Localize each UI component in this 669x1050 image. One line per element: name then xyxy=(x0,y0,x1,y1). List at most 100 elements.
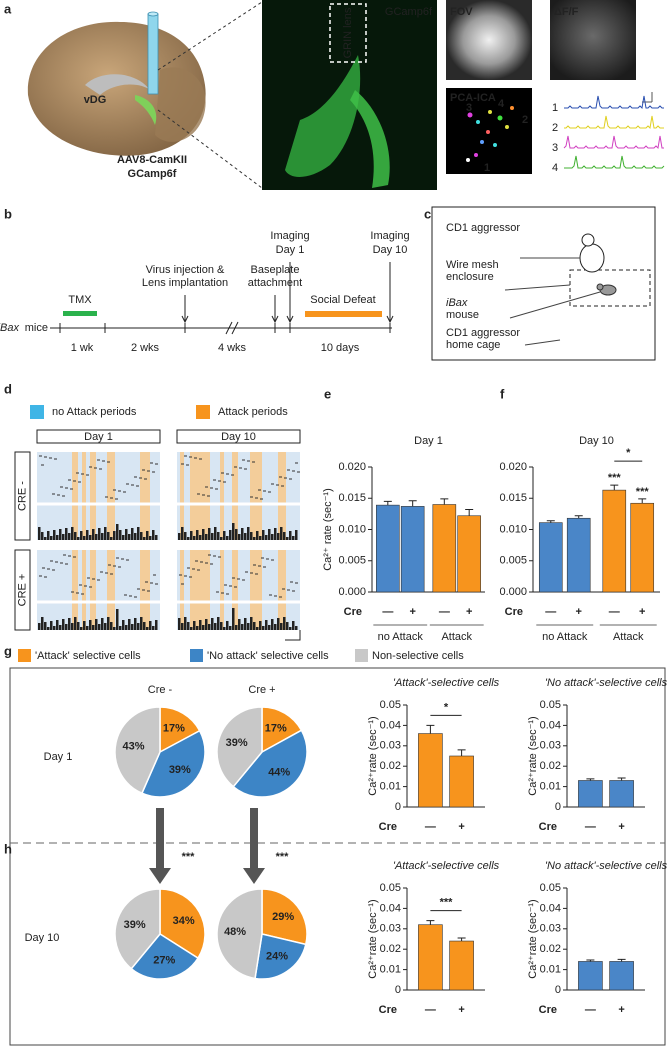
attack-band xyxy=(82,550,86,630)
attack-band xyxy=(180,452,184,540)
attack-band xyxy=(190,550,210,630)
lens-label: GRIN lens xyxy=(342,7,354,58)
histogram-bar xyxy=(205,619,208,630)
y-tick-label: 0.015 xyxy=(338,492,366,504)
panel-letter: e xyxy=(324,386,331,401)
y-tick-label: 0 xyxy=(395,984,401,996)
histogram-bar xyxy=(253,537,256,540)
legend-swatch xyxy=(355,649,368,662)
pie-label: 27% xyxy=(153,955,175,967)
histogram-bar xyxy=(250,617,253,630)
histogram-bar xyxy=(262,530,265,540)
histogram-bar xyxy=(211,533,214,540)
y-tick-label: 0.005 xyxy=(499,555,527,567)
attack-band xyxy=(90,550,96,630)
histogram-bar xyxy=(202,529,205,540)
tmx-bar xyxy=(63,311,97,316)
histogram-bar xyxy=(193,621,196,630)
cell-id: 1 xyxy=(484,162,490,174)
histogram-bar xyxy=(262,626,265,630)
pie-label: 34% xyxy=(173,915,195,927)
attack-band xyxy=(250,550,262,630)
x-tick-label: + xyxy=(618,821,624,833)
pie-label: 29% xyxy=(272,911,294,923)
histogram-bar xyxy=(217,532,220,540)
histogram-bar xyxy=(95,619,98,630)
histogram-bar xyxy=(50,536,53,540)
histogram-bar xyxy=(235,529,238,540)
chart-title: 'No attack'-selective cells xyxy=(545,860,668,872)
pca-label: PCA-ICA xyxy=(450,92,496,104)
interval-label: 1 wk xyxy=(71,342,94,354)
histogram-bar xyxy=(128,619,131,630)
y-tick-label: 0.020 xyxy=(499,461,527,473)
histogram-bar xyxy=(125,529,128,540)
group-label: no Attack xyxy=(542,631,588,643)
pie-label: 39% xyxy=(226,737,248,749)
histogram-bar xyxy=(101,618,104,630)
pie-slice xyxy=(159,706,201,754)
trace-id: 4 xyxy=(552,162,558,174)
histogram-bar xyxy=(196,626,199,630)
row-label-box xyxy=(14,451,31,541)
histogram-bar xyxy=(38,623,41,630)
calcium-trace xyxy=(564,95,664,110)
row-label-box xyxy=(14,549,31,631)
bar xyxy=(376,504,400,593)
histogram-bar xyxy=(59,529,62,540)
histogram-bar xyxy=(238,619,241,630)
histogram-bar xyxy=(181,527,184,540)
histogram-bar xyxy=(259,536,262,540)
legend-swatch xyxy=(30,405,44,419)
histogram-bar xyxy=(83,621,86,630)
image-label: GCamp6f xyxy=(385,6,433,18)
bar xyxy=(449,940,474,991)
significance-label: * xyxy=(444,701,449,713)
pie-label: 39% xyxy=(169,764,191,776)
y-axis-label: Ca²⁺rate (sec⁻¹) xyxy=(367,716,379,795)
legend-swatch xyxy=(190,649,203,662)
pie-slice xyxy=(130,933,200,980)
histogram-bar xyxy=(223,531,226,540)
attack-band xyxy=(107,452,115,540)
histogram-bar xyxy=(86,530,89,540)
scale-bar xyxy=(642,92,653,103)
event-label: Virus injection & xyxy=(146,264,225,276)
event-label: TMX xyxy=(68,294,92,306)
histogram-bar xyxy=(229,530,232,540)
histogram-bar xyxy=(226,536,229,540)
interval-label: 2 wks xyxy=(131,342,160,354)
error-bar xyxy=(465,509,474,516)
strain-label: iBax xyxy=(0,322,19,334)
raster-bg xyxy=(37,452,160,540)
histogram-bar xyxy=(107,617,110,630)
histogram-bar xyxy=(86,626,89,630)
event-label: Social Defeat xyxy=(310,294,375,306)
histogram-bar xyxy=(68,533,71,540)
bar xyxy=(449,755,474,808)
construct-label: GCamp6f xyxy=(128,168,177,180)
histogram-bar xyxy=(59,625,62,630)
bar xyxy=(578,780,603,808)
defeat-bar xyxy=(305,311,382,317)
legend-swatch xyxy=(196,405,210,419)
attack-band xyxy=(72,550,78,630)
raster-bg xyxy=(37,550,160,630)
error-bar xyxy=(638,498,647,504)
row-label: CRE + xyxy=(16,574,28,607)
panel-letter: f xyxy=(500,386,505,401)
error-bar xyxy=(408,500,417,507)
histogram-bar xyxy=(149,536,152,540)
y-tick-label: 0.020 xyxy=(338,461,366,473)
y-tick-label: 0.02 xyxy=(380,943,401,955)
strain-label: mice xyxy=(25,322,48,334)
event-label: attachment xyxy=(248,277,302,289)
row-label: Cre xyxy=(539,1004,557,1016)
histogram-bar xyxy=(184,617,187,630)
histogram-bar xyxy=(295,626,298,630)
day-label: Day 1 xyxy=(84,431,113,443)
y-tick-label: 0.000 xyxy=(499,586,527,598)
y-axis-label: Ca²⁺rate (sec⁻¹) xyxy=(527,899,539,978)
significance-label: *** xyxy=(636,486,650,498)
